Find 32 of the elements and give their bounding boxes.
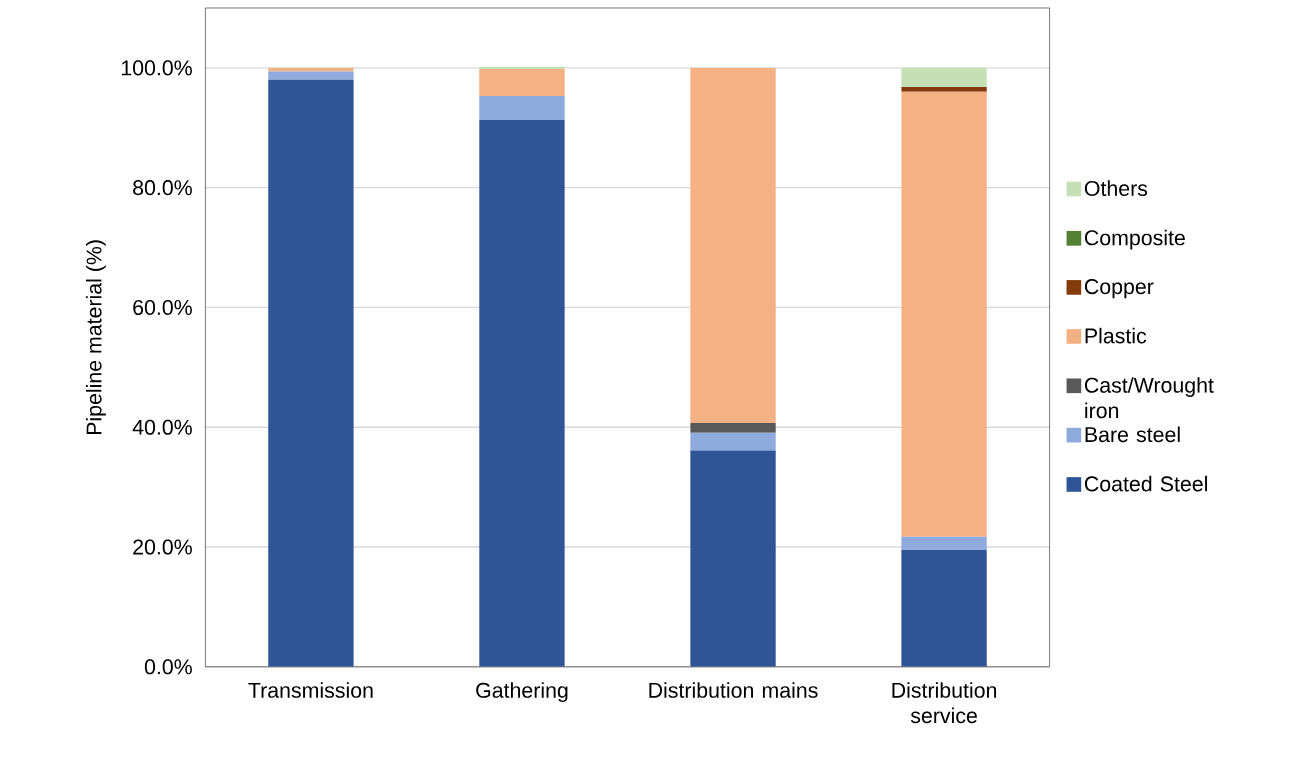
x-tick-label: Distribution service	[892, 682, 997, 724]
bar	[690, 67, 776, 424]
y-tick-label: 20.0%	[133, 539, 192, 555]
bar	[479, 120, 565, 667]
bar	[268, 71, 354, 80]
y-tick-label: 0.0%	[144, 659, 192, 675]
bar	[690, 423, 776, 433]
legend-label: Copper	[1084, 279, 1154, 299]
y-tick-label: 100.0%	[121, 60, 192, 76]
y-tick-label: 80.0%	[133, 180, 192, 196]
y-tick-label: 40.0%	[132, 419, 192, 435]
legend-label: Coated Steel	[1084, 475, 1207, 492]
legend-label: Plastic	[1085, 327, 1147, 344]
legend-label: Cast/Wrought iron	[1084, 377, 1214, 419]
bar	[901, 91, 987, 537]
bar	[268, 79, 354, 667]
x-tick-label: Gathering	[476, 682, 568, 703]
bar	[479, 69, 565, 97]
legend-label: Composite	[1084, 229, 1185, 250]
x-tick-label: Distribution mains	[649, 682, 818, 698]
bar	[901, 536, 987, 551]
bar	[479, 96, 565, 121]
y-axis-title: Pipeline material (%)	[85, 240, 106, 435]
bar	[901, 67, 987, 88]
legend-label: Bare steel	[1085, 426, 1180, 443]
bar	[690, 450, 776, 667]
legend-label: Others	[1084, 180, 1148, 197]
bar	[690, 432, 776, 451]
y-tick-label: 60.0%	[133, 299, 192, 316]
x-tick-label: Transmission	[248, 682, 373, 698]
bar	[901, 550, 987, 667]
bar	[901, 87, 987, 92]
